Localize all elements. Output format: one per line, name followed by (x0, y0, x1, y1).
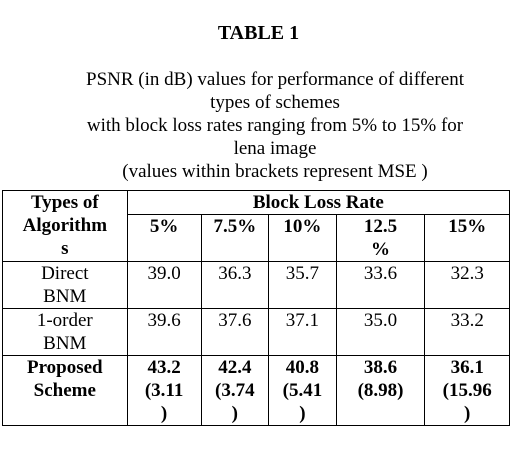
column-header-line: % (371, 239, 391, 260)
psnr-value: 42.4 (218, 357, 252, 378)
column-header: 15% (424, 214, 510, 262)
mse-close: ) (160, 403, 168, 424)
table-row: Direct BNM 39.0 36.3 35.7 33.6 32.3 (2, 261, 510, 309)
column-header: 5% (126, 214, 202, 262)
psnr-table: Types of Algorithm s Block Loss Rate 5% … (2, 190, 511, 426)
table-row: Proposed Scheme 43.2 (3.11 ) 42.4 (3.74 … (2, 355, 510, 426)
table-row: 1-order BNM 39.6 37.6 37.1 35.0 33.2 (2, 308, 510, 356)
value-cell: 33.6 (335, 261, 426, 309)
caption-line: types of schemes (210, 92, 340, 113)
row-header-line: s (61, 238, 69, 259)
caption-line: PSNR (in dB) values for performance of d… (86, 69, 464, 90)
mse-value: (15.96 (442, 380, 492, 401)
mse-value: (3.74 (215, 380, 255, 401)
value-cell: 39.6 (126, 308, 202, 356)
value-cell: 38.6 (8.98) (335, 355, 426, 426)
psnr-value: 38.6 (363, 357, 398, 378)
group-header-cell: Block Loss Rate (126, 190, 511, 215)
psnr-value: 40.8 (285, 357, 320, 378)
caption-line: lena image (233, 138, 317, 159)
row-header-line: Types of (30, 192, 99, 213)
caption-line: with block loss rates ranging from 5% to… (86, 115, 464, 136)
value-cell: 35.0 (335, 308, 426, 356)
column-header: 12.5 % (335, 214, 426, 262)
mse-value: (3.11 (144, 380, 184, 401)
value-cell: 36.1 (15.96 ) (424, 355, 510, 426)
row-label-line: Proposed (26, 357, 103, 378)
row-label-line: BNM (43, 333, 87, 354)
mse-close: ) (464, 403, 471, 424)
column-header: 10% (268, 214, 337, 262)
value-cell: 43.2 (3.11 ) (126, 355, 202, 426)
table-caption: PSNR (in dB) values for performance of d… (40, 68, 510, 183)
column-header: 7.5% (200, 214, 270, 262)
value-cell: 32.3 (424, 261, 510, 309)
row-header-cell: Types of Algorithm s (2, 190, 128, 262)
row-label-line: BNM (43, 286, 87, 307)
mse-value: (8.98) (357, 380, 404, 401)
row-label-line: 1-order (36, 310, 93, 331)
table-title: TABLE 1 (217, 22, 300, 44)
mse-close: ) (299, 403, 306, 424)
value-cell: 42.4 (3.74 ) (200, 355, 270, 426)
value-cell: 40.8 (5.41 ) (268, 355, 337, 426)
row-header-line: Algorithm (22, 215, 108, 236)
value-cell: 39.0 (126, 261, 202, 309)
row-label-line: Scheme (33, 380, 96, 401)
row-label: Proposed Scheme (2, 355, 128, 426)
caption-line: (values within brackets represent MSE ) (122, 161, 428, 182)
table-header-row: Types of Algorithm s Block Loss Rate (2, 190, 511, 262)
mse-close: ) (231, 403, 238, 424)
mse-value: (5.41 (282, 380, 323, 401)
row-label: Direct BNM (2, 261, 128, 309)
psnr-value: 43.2 (147, 357, 181, 378)
table-header-row: 5% 7.5% 10% 12.5 % 15% (3, 214, 510, 262)
value-cell: 37.6 (200, 308, 270, 356)
value-cell: 35.7 (268, 261, 337, 309)
column-header-line: 12.5 (363, 216, 398, 237)
value-cell: 37.1 (268, 308, 337, 356)
psnr-value: 36.1 (450, 357, 484, 378)
row-label-line: Direct (41, 263, 89, 284)
value-cell: 33.2 (424, 308, 510, 356)
row-label: 1-order BNM (2, 308, 128, 356)
value-cell: 36.3 (200, 261, 270, 309)
